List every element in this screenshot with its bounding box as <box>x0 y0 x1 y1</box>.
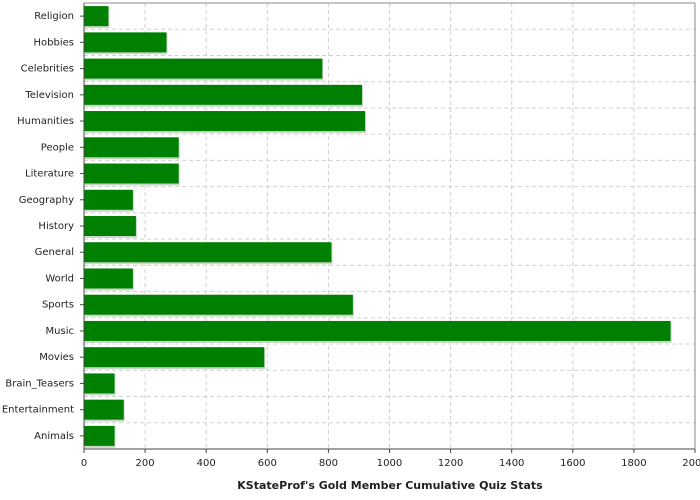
bar <box>84 242 332 263</box>
x-axis-title: KStateProf's Gold Member Cumulative Quiz… <box>237 479 543 492</box>
x-tick-label: 600 <box>258 458 277 469</box>
y-tick-label: Music <box>46 326 74 337</box>
y-tick-label: Geography <box>19 195 74 206</box>
y-tick-label: Sports <box>42 300 74 311</box>
bar <box>84 6 109 27</box>
x-tick-label: 1600 <box>560 458 585 469</box>
x-tick-label: 0 <box>81 458 87 469</box>
x-tick-label: 1400 <box>499 458 524 469</box>
y-tick-label: Movies <box>39 352 74 363</box>
x-tick-label: 1200 <box>438 458 463 469</box>
y-tick-label: World <box>45 273 74 284</box>
bar <box>84 84 363 105</box>
x-tick-label: 800 <box>319 458 338 469</box>
bar <box>84 32 167 53</box>
y-tick-label: Brain_Teasers <box>5 378 74 389</box>
y-tick-label: People <box>41 142 74 153</box>
y-tick-label: Humanities <box>17 116 74 127</box>
bar <box>84 320 671 341</box>
x-tick-label: 1800 <box>621 458 646 469</box>
x-tick-label: 200 <box>136 458 155 469</box>
bar <box>84 399 124 420</box>
y-tick-label: Entertainment <box>2 405 74 416</box>
bar <box>84 294 353 315</box>
bar <box>84 111 366 132</box>
y-tick-label: History <box>38 221 74 232</box>
bar <box>84 137 179 158</box>
bar <box>84 163 179 184</box>
y-tick-label: Religion <box>34 11 74 22</box>
bar <box>84 58 323 79</box>
x-tick-label: 2000 <box>682 458 700 469</box>
x-tick-label: 1000 <box>377 458 402 469</box>
y-tick-label: Literature <box>25 169 74 180</box>
bar <box>84 216 136 236</box>
bar <box>84 268 133 289</box>
bar <box>84 189 133 210</box>
y-tick-label: Hobbies <box>34 37 74 48</box>
bar <box>84 373 115 394</box>
y-tick-label: Animals <box>34 431 74 442</box>
x-tick-label: 400 <box>197 458 216 469</box>
bar <box>84 347 265 368</box>
y-tick-label: General <box>35 247 74 258</box>
bar <box>84 425 115 446</box>
y-tick-label: Television <box>24 90 74 101</box>
y-tick-label: Celebrities <box>21 64 74 75</box>
